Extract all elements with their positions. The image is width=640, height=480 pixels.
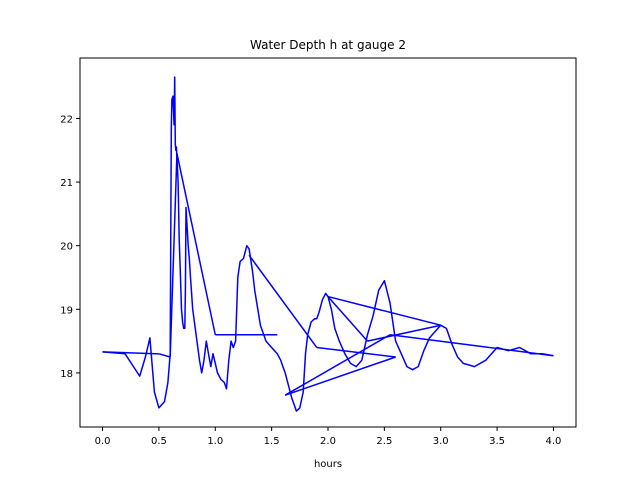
x-axis-ticks: 0.0 0.5 1.0 1.5 2.0 2.5 3.0 3.5 4.0 [95,427,562,447]
series-connector [102,351,159,355]
series-lines [102,76,554,412]
x-axis-label: hours [314,459,342,470]
x-tick-label: 4.0 [546,436,562,447]
x-tick-label: 3.0 [433,436,449,447]
y-tick-label: 19 [60,305,73,316]
series-connector [284,334,391,396]
chart-title: Water Depth h at gauge 2 [250,38,406,52]
x-tick-label: 3.5 [489,436,505,447]
series-connector [176,153,217,335]
x-tick-label: 0.5 [151,436,167,447]
y-tick-label: 20 [60,242,73,253]
x-tick-label: 2.5 [376,436,392,447]
series-connector [367,324,441,342]
y-axis-ticks: 18 19 20 21 22 [60,114,80,380]
plot-area [79,57,577,428]
x-tick-label: 1.5 [264,436,280,447]
series-connector [316,346,396,358]
y-tick-label: 21 [60,178,73,189]
x-tick-label: 2.0 [320,436,336,447]
x-tick-label: 0.0 [95,436,111,447]
series-connector [389,334,554,357]
series-connector [327,296,369,342]
series-connector [158,353,171,358]
series-connector [169,153,178,358]
y-tick-label: 18 [60,369,73,380]
x-tick-label: 1.0 [207,436,223,447]
series-connector [248,254,318,348]
y-tick-label: 22 [60,114,73,125]
series-connector [327,295,441,326]
series-connector [284,356,396,396]
